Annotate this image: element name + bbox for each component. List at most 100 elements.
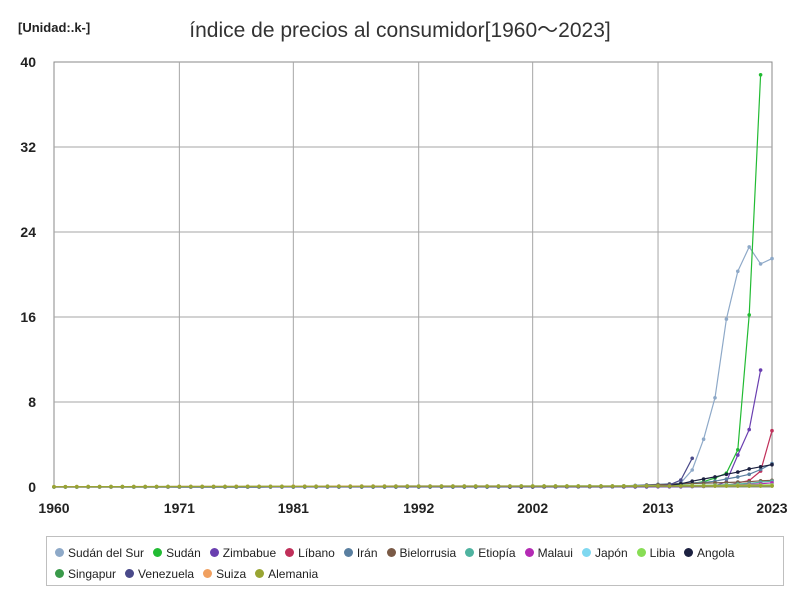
data-point — [234, 484, 239, 489]
data-point — [519, 484, 524, 488]
legend-swatch — [209, 548, 219, 557]
data-point — [428, 484, 432, 489]
unit-label: [Unidad:.k-] — [18, 20, 91, 35]
data-point — [530, 484, 535, 488]
legend-swatch — [55, 569, 64, 578]
data-point — [713, 484, 717, 488]
data-point — [747, 484, 751, 488]
legend-label: Bielorrusia — [399, 545, 457, 560]
data-point — [736, 453, 740, 457]
data-point — [747, 427, 751, 432]
data-point — [622, 484, 626, 488]
legend-swatch — [285, 548, 295, 557]
data-point — [371, 484, 375, 489]
data-point — [770, 462, 774, 467]
data-point — [109, 484, 113, 489]
data-point — [724, 472, 729, 477]
legend-swatch — [684, 548, 694, 557]
legend-label: Líbano — [298, 545, 335, 560]
axis-tick-labels: 0 8 16 24 32 40 1960 1971 1981 1992 2002 2013 2023 — [20, 54, 787, 516]
legend-item: Bielorrusia — [386, 542, 457, 563]
data-point — [223, 484, 227, 489]
data-point — [382, 484, 387, 489]
legend-label: Sudán — [166, 545, 201, 560]
data-point — [747, 467, 751, 471]
data-point — [473, 484, 478, 489]
legend-swatch — [386, 548, 396, 557]
data-point — [599, 484, 603, 488]
x-tick-label: 2023 — [756, 500, 787, 516]
data-point — [302, 484, 307, 489]
legend-label: Zimbabue — [222, 545, 277, 560]
data-point — [314, 484, 318, 489]
legend-label: Malaui — [537, 545, 573, 560]
data-point — [496, 484, 501, 489]
data-point — [257, 484, 261, 489]
data-point — [245, 484, 250, 489]
data-point — [758, 467, 763, 472]
data-point — [770, 256, 774, 261]
legend-item: Líbano — [285, 542, 335, 563]
data-point — [52, 484, 56, 489]
legend-label: Etiopía — [478, 545, 516, 560]
x-tick-label: 1981 — [278, 500, 309, 516]
data-point — [154, 484, 159, 489]
data-point — [405, 484, 410, 489]
data-point — [211, 484, 216, 489]
data-point — [747, 313, 751, 317]
series-line — [54, 485, 772, 488]
data-point — [758, 262, 763, 266]
legend-item: Malaui — [524, 542, 573, 563]
data-point — [758, 465, 763, 469]
legend-item: Japón — [581, 542, 628, 563]
data-point — [724, 477, 729, 481]
data-point — [337, 484, 341, 489]
legend-item: Sudán — [153, 542, 201, 563]
legend-label: Sudán del Sur — [68, 545, 145, 560]
data-point — [747, 245, 751, 249]
legend-swatch — [636, 548, 646, 557]
y-tick-label: 0 — [28, 479, 36, 495]
data-point — [508, 484, 512, 489]
data-point — [679, 478, 683, 482]
x-tick-label: 1960 — [38, 500, 69, 516]
y-tick-label: 24 — [20, 224, 36, 240]
legend-swatch — [581, 548, 591, 557]
data-point — [189, 484, 193, 489]
legend-item: Suiza — [203, 563, 246, 584]
data-point — [701, 477, 706, 481]
data-point — [690, 468, 694, 472]
data-point — [394, 484, 398, 489]
legend-swatch — [153, 548, 163, 557]
legend-item: Singapur — [55, 563, 116, 584]
legend-item: Etiopía — [465, 542, 516, 563]
chart-title: índice de precios al consumidor[1960〜202… — [189, 19, 611, 42]
x-tick-label: 2013 — [642, 500, 673, 516]
data-point — [451, 484, 455, 489]
data-point — [587, 484, 592, 488]
x-tick-label: 1971 — [164, 500, 195, 516]
data-point — [63, 484, 68, 489]
data-point — [268, 484, 273, 489]
data-point — [736, 269, 740, 274]
data-point — [736, 448, 740, 452]
data-point — [656, 484, 660, 488]
plot-area — [53, 61, 773, 488]
data-point — [416, 484, 421, 489]
data-point — [280, 484, 284, 489]
x-tick-label: 1992 — [403, 500, 434, 516]
y-tick-label: 16 — [20, 309, 36, 325]
data-point — [758, 73, 763, 77]
data-point — [644, 484, 649, 488]
y-tick-label: 32 — [20, 139, 36, 155]
legend-item: Libia — [636, 542, 675, 563]
legend-label: Japón — [594, 545, 628, 560]
data-point — [485, 484, 489, 489]
legend-swatch — [343, 548, 353, 557]
data-point — [724, 484, 729, 488]
data-point — [86, 484, 90, 489]
data-point — [690, 484, 694, 488]
grid-lines — [54, 62, 772, 487]
legend-swatch — [255, 569, 265, 578]
